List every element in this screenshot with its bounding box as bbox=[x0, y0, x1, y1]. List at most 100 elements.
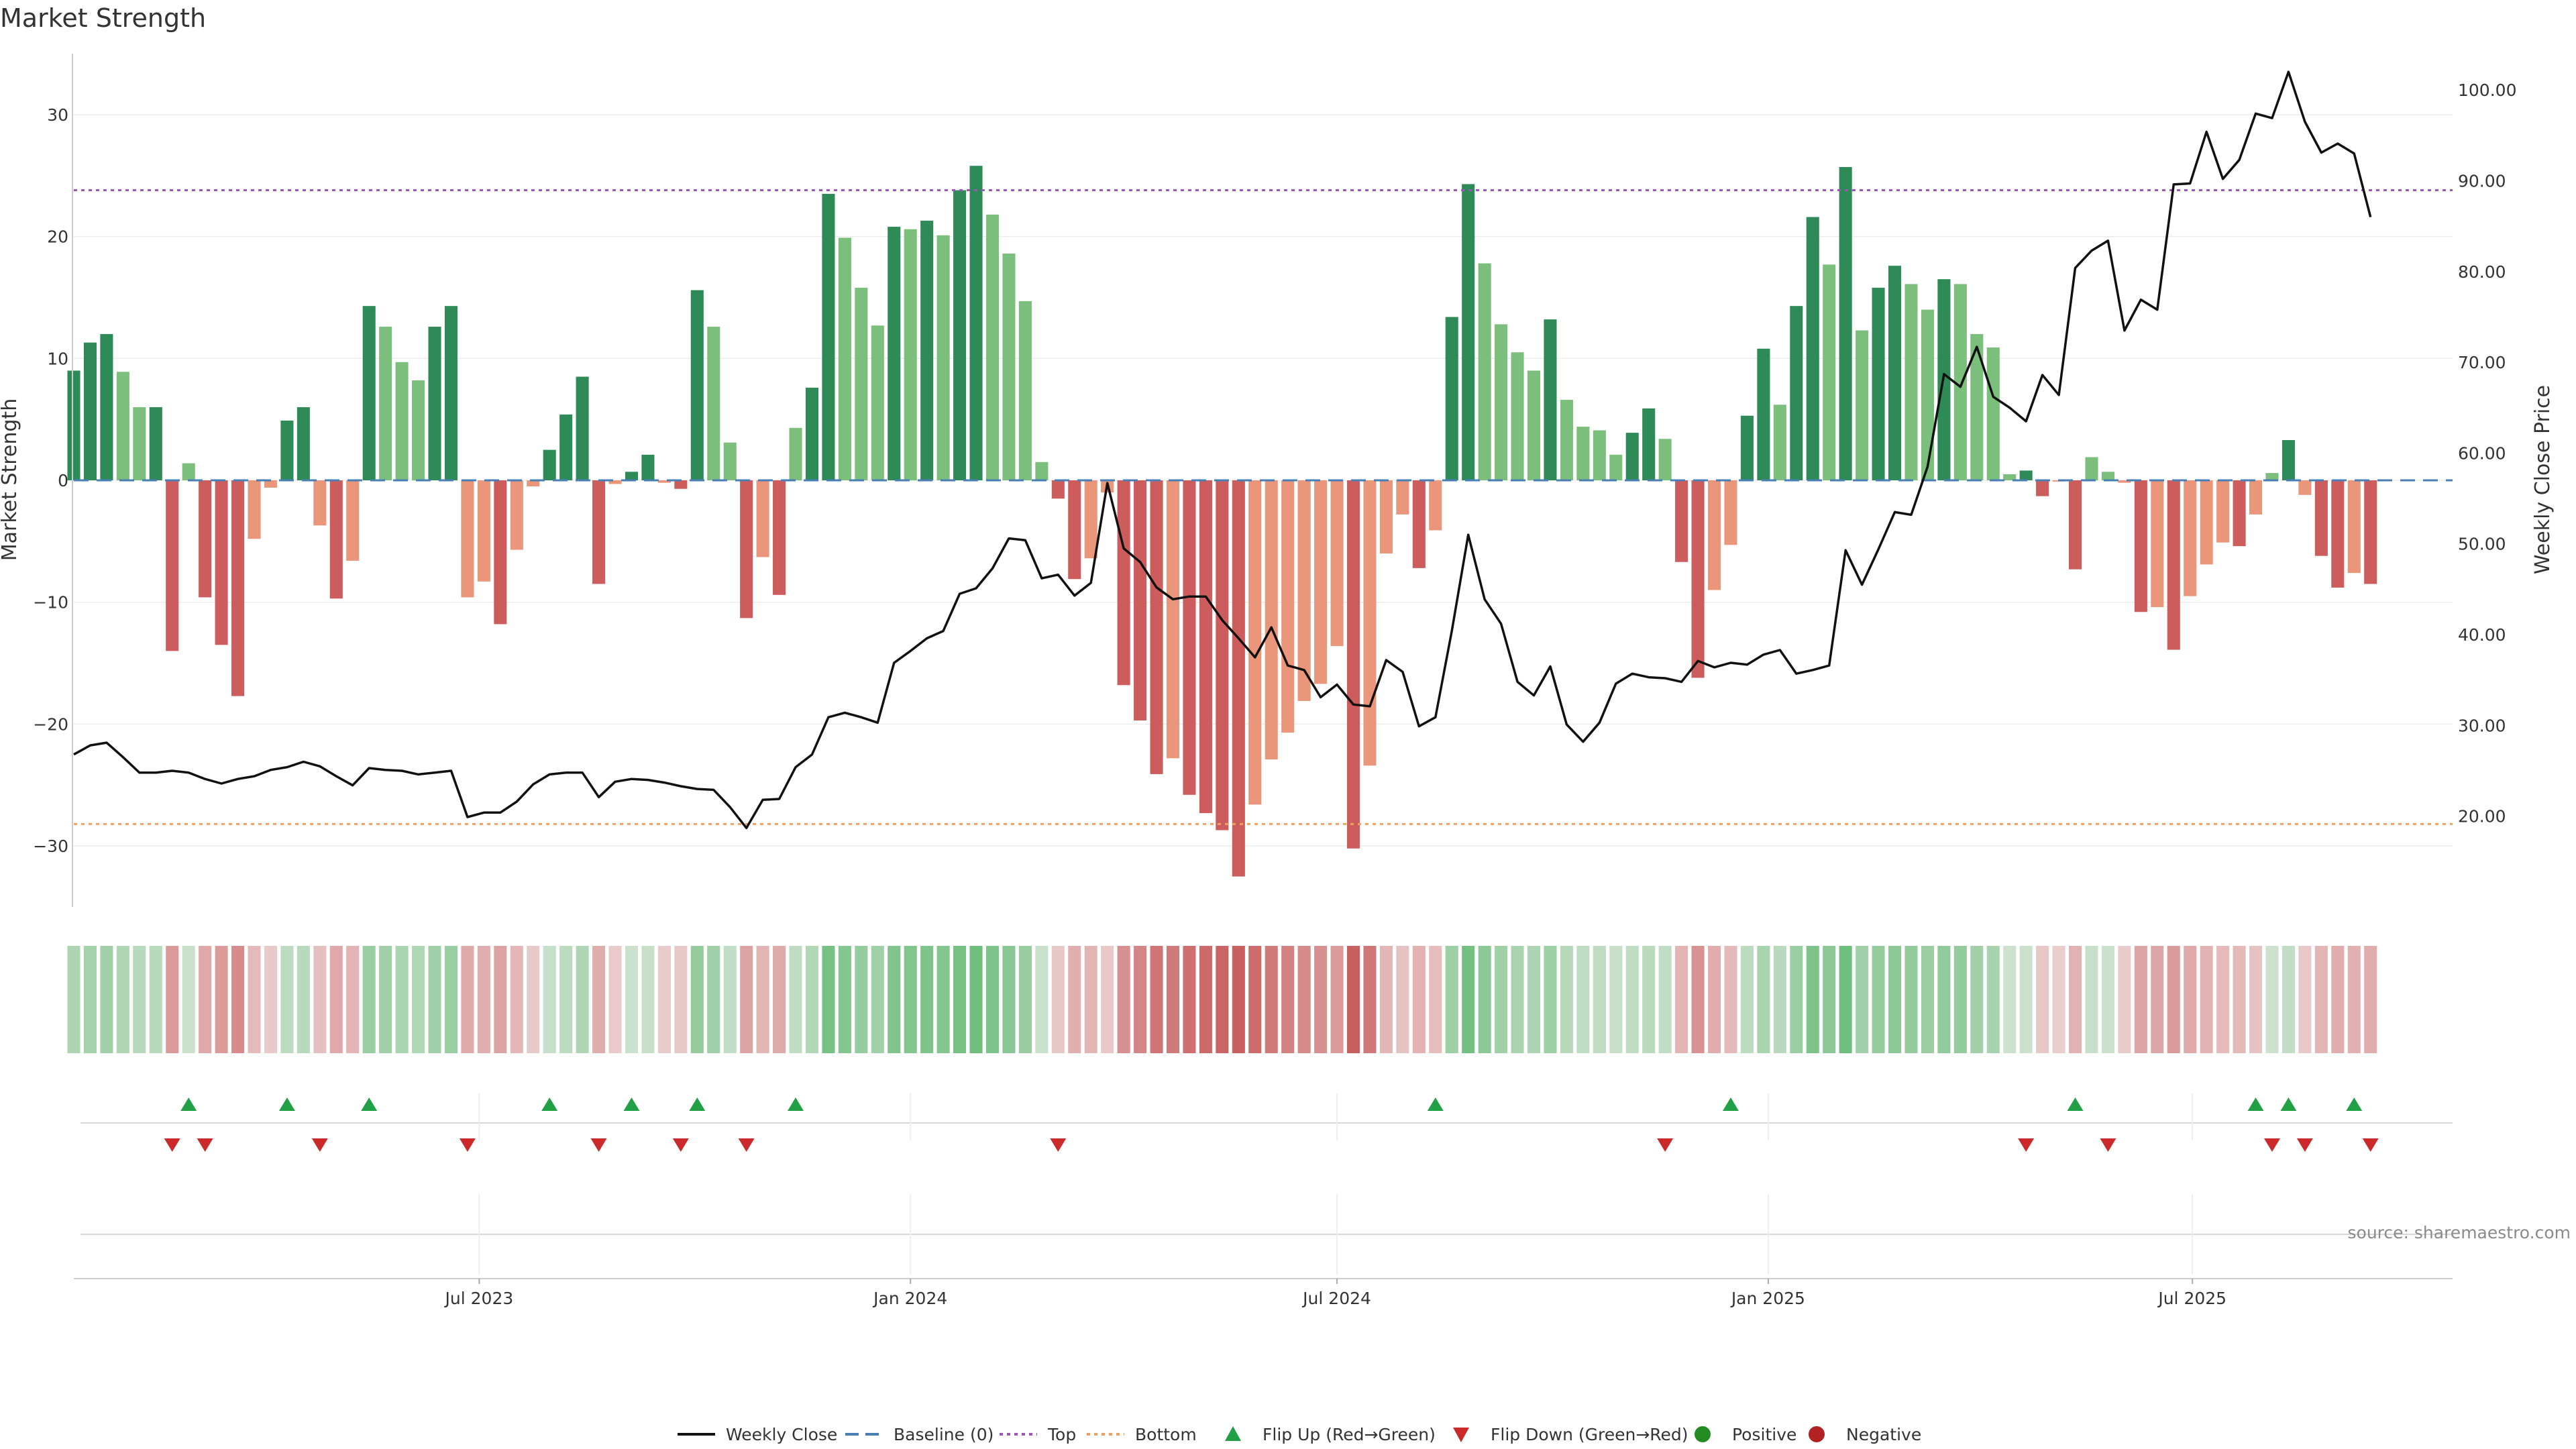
strength-bar bbox=[1724, 480, 1737, 545]
x-tick-label: Jan 2025 bbox=[1730, 1289, 1805, 1308]
heat-cell bbox=[1051, 946, 1065, 1053]
heat-cell bbox=[1856, 946, 1869, 1053]
y2-tick-label: 40.00 bbox=[2458, 625, 2506, 645]
heat-cell bbox=[1379, 946, 1393, 1053]
heat-cell bbox=[297, 946, 310, 1053]
strength-bar bbox=[1018, 301, 1032, 480]
heat-cell bbox=[2134, 946, 2147, 1053]
heat-cell bbox=[592, 946, 606, 1053]
heat-cell bbox=[494, 946, 507, 1053]
heat-cell bbox=[2282, 946, 2295, 1053]
x-axis-ticks: Jul 2023 Jan 2024 Jul 2024 Jan 2025 Jul 2025 bbox=[444, 1093, 2226, 1308]
chart-title: Market Strength bbox=[0, 3, 206, 33]
flip-down-marker bbox=[311, 1138, 328, 1152]
strength-bar bbox=[1117, 480, 1130, 686]
heat-cell bbox=[674, 946, 688, 1053]
weekly-close-line bbox=[73, 70, 2372, 830]
strength-bar bbox=[2265, 473, 2279, 480]
heat-cell bbox=[1199, 946, 1212, 1053]
legend-item: Weekly Close bbox=[678, 1425, 837, 1444]
heat-cell bbox=[1232, 946, 1245, 1053]
heat-cell bbox=[543, 946, 556, 1053]
flip-down-marker bbox=[197, 1138, 213, 1152]
heat-cell bbox=[904, 946, 917, 1053]
y2-axis-title: Weekly Close Price bbox=[2531, 385, 2555, 574]
heat-cell bbox=[1462, 946, 1475, 1053]
x-tick-label: Jul 2025 bbox=[2157, 1289, 2226, 1308]
heat-cell bbox=[707, 946, 720, 1053]
heat-cell bbox=[2249, 946, 2263, 1053]
heat-cell bbox=[1412, 946, 1426, 1053]
strength-bar bbox=[822, 193, 835, 480]
heat-cell bbox=[1691, 946, 1705, 1053]
strength-bar bbox=[1658, 439, 1672, 480]
strength-bar bbox=[936, 235, 950, 480]
strength-bar bbox=[2331, 480, 2345, 588]
strength-bar bbox=[1527, 370, 1541, 480]
heat-cell bbox=[116, 946, 129, 1053]
heat-cell bbox=[723, 946, 737, 1053]
heat-cell bbox=[805, 946, 819, 1053]
heat-cell bbox=[740, 946, 753, 1053]
legend-item: Baseline (0) bbox=[845, 1425, 994, 1444]
heat-cell bbox=[1872, 946, 1885, 1053]
strength-bar bbox=[1790, 306, 1803, 480]
heat-cell bbox=[1363, 946, 1377, 1053]
heat-cell bbox=[461, 946, 474, 1053]
heat-cell bbox=[1117, 946, 1130, 1053]
strength-bar bbox=[2184, 480, 2197, 596]
strength-bar bbox=[100, 333, 113, 480]
heat-cell bbox=[888, 946, 901, 1053]
heat-cell bbox=[969, 946, 983, 1053]
strength-bar bbox=[1265, 480, 1278, 760]
heat-cell bbox=[1495, 946, 1508, 1053]
flip-up-marker bbox=[278, 1097, 295, 1111]
heat-cell bbox=[608, 946, 622, 1053]
flip-up-marker bbox=[541, 1097, 558, 1111]
strength-bar bbox=[412, 380, 425, 480]
heat-cell bbox=[2118, 946, 2131, 1053]
strength-heat-strip bbox=[67, 946, 2377, 1053]
heat-cell bbox=[527, 946, 540, 1053]
strength-bar bbox=[1953, 284, 1967, 480]
legend-item: Flip Up (Red→Green) bbox=[1225, 1425, 1436, 1444]
strength-bar bbox=[2134, 480, 2147, 612]
flip-up-marker bbox=[2067, 1097, 2084, 1111]
heat-cell bbox=[264, 946, 277, 1053]
y2-tick-label: 70.00 bbox=[2458, 353, 2506, 372]
heat-cell bbox=[215, 946, 228, 1053]
heat-cell bbox=[1839, 946, 1852, 1053]
heat-cell bbox=[67, 946, 80, 1053]
heat-cell bbox=[1740, 946, 1754, 1053]
heat-cell bbox=[2184, 946, 2197, 1053]
strength-bar bbox=[1691, 480, 1705, 678]
strength-bar bbox=[559, 414, 573, 480]
y2-tick-label: 50.00 bbox=[2458, 535, 2506, 554]
heat-cell bbox=[2347, 946, 2361, 1053]
heat-cell bbox=[1921, 946, 1934, 1053]
heat-cell bbox=[2085, 946, 2098, 1053]
heat-cell bbox=[1658, 946, 1672, 1053]
strength-bar bbox=[346, 480, 360, 561]
heat-cell bbox=[100, 946, 113, 1053]
strength-bar bbox=[608, 480, 622, 484]
heat-cell bbox=[871, 946, 884, 1053]
strength-bar bbox=[2036, 480, 2049, 496]
heat-cell bbox=[1150, 946, 1163, 1053]
heat-cell bbox=[2364, 946, 2377, 1053]
heat-cell bbox=[1609, 946, 1623, 1053]
flip-down-marker bbox=[1657, 1138, 1674, 1152]
strength-bar bbox=[1495, 324, 1508, 480]
heat-cell bbox=[625, 946, 639, 1053]
heat-cell bbox=[2314, 946, 2328, 1053]
legend-item: Positive bbox=[1695, 1425, 1796, 1444]
y-tick-label: 10 bbox=[47, 349, 68, 368]
strength-bar bbox=[641, 454, 655, 480]
heat-cell bbox=[477, 946, 490, 1053]
heat-cell bbox=[2167, 946, 2180, 1053]
heat-cell bbox=[1823, 946, 1836, 1053]
heat-cell bbox=[1035, 946, 1049, 1053]
y2-tick-label: 20.00 bbox=[2458, 807, 2506, 826]
strength-bar bbox=[2347, 480, 2361, 574]
strength-bar bbox=[1544, 319, 1557, 480]
